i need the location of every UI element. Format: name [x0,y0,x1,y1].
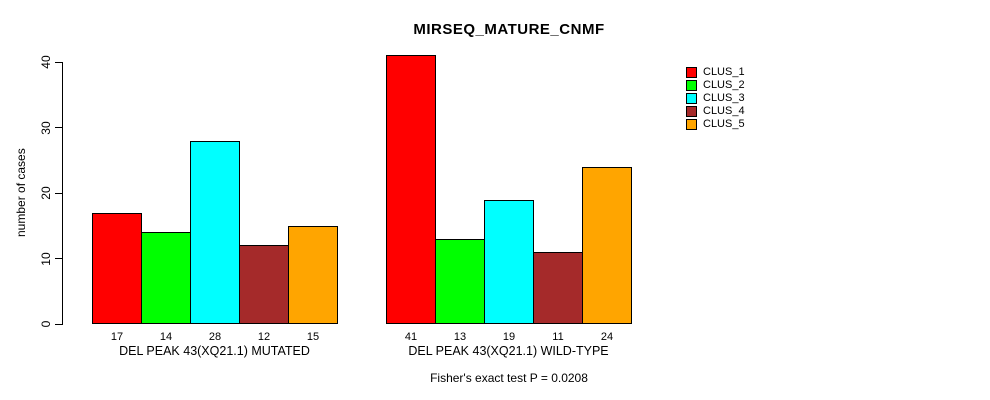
legend-item: CLUS_2 [686,79,745,92]
bar-value-label: 15 [306,331,320,343]
legend: CLUS_1 CLUS_2 CLUS_3 CLUS_4 CLUS_5 [686,66,745,131]
y-tick-label: 0 [39,320,53,328]
y-axis-line [62,62,63,325]
y-tick [55,192,62,194]
bar-value-label: 11 [552,331,564,343]
chart-title: MIRSEQ_MATURE_CNMF [413,21,605,38]
y-tick-label: 30 [39,120,53,135]
y-tick-label: 40 [39,55,53,69]
bar-value-label: 28 [208,331,222,343]
bar-clus_2 [141,232,191,324]
bar-clus_3 [190,141,240,324]
legend-label: CLUS_1 [703,66,745,78]
legend-label: CLUS_3 [703,92,745,104]
legend-item: CLUS_5 [686,118,745,131]
y-tick [55,323,62,325]
bar-clus_1 [92,213,142,324]
legend-swatch-clus_5 [686,119,697,130]
bar-clus_4 [239,245,289,324]
bar-value-label: 17 [110,331,124,343]
legend-swatch-clus_3 [686,93,697,104]
bar-value-label: 19 [502,331,516,343]
bar-clus_5 [582,167,632,324]
bar-value-label: 41 [404,331,418,343]
group-label: DEL PEAK 43(XQ21.1) MUTATED [119,344,310,358]
bar-value-label: 14 [159,331,173,343]
bar-clus_4 [533,252,583,324]
y-tick [55,258,62,259]
bar-value-label: 12 [257,331,271,343]
y-tick-label: 10 [39,251,53,266]
legend-label: CLUS_5 [703,118,745,130]
legend-item: CLUS_4 [686,105,745,118]
y-tick [55,61,62,63]
legend-item: CLUS_1 [686,66,745,79]
legend-label: CLUS_4 [703,105,745,117]
annotation-fishers-test: Fisher's exact test P = 0.0208 [430,371,588,385]
bar-clus_5 [288,226,338,324]
legend-item: CLUS_3 [686,92,745,105]
legend-swatch-clus_1 [686,67,697,78]
y-tick [55,127,62,128]
bar-clus_2 [435,239,485,324]
legend-swatch-clus_2 [686,80,697,91]
bar-clus_3 [484,200,534,324]
group-label: DEL PEAK 43(XQ21.1) WILD-TYPE [408,344,609,358]
y-tick-label: 20 [39,186,53,200]
legend-label: CLUS_2 [703,79,745,91]
bar-value-label: 13 [453,331,467,343]
y-axis-label: number of cases [14,148,28,238]
bar-clus_1 [386,55,436,324]
bar-value-label: 24 [600,331,614,343]
legend-swatch-clus_4 [686,106,697,117]
